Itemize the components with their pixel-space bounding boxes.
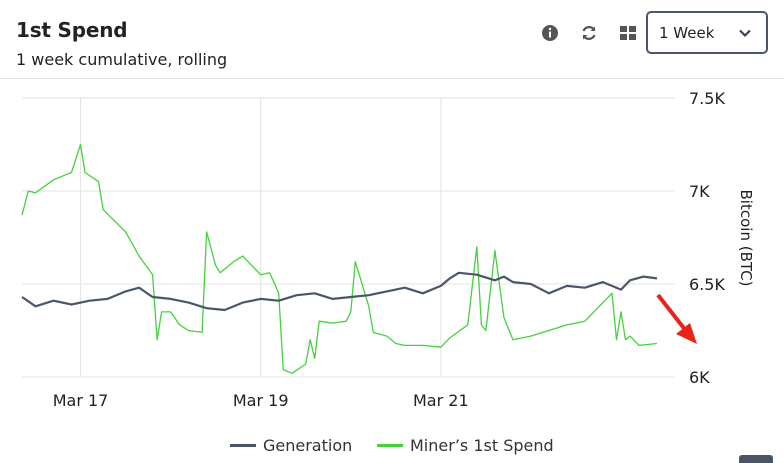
legend-swatch	[377, 444, 403, 447]
chevron-down-icon	[738, 26, 752, 44]
line-chart: 6K 6.5K 7K 7.5K Mar 17 Mar 19 Mar 21 Bitcoin (…	[21, 89, 755, 410]
info-icon[interactable]	[541, 24, 559, 42]
legend-label: Miner’s 1st Spend	[410, 436, 554, 455]
refresh-icon[interactable]	[580, 24, 598, 42]
x-tick-label: Mar 17	[53, 391, 109, 410]
chart-title: 1st Spend	[16, 18, 128, 42]
legend-item-generation[interactable]: Generation	[230, 436, 352, 455]
legend-swatch	[230, 444, 256, 447]
x-tick-label: Mar 21	[413, 391, 469, 410]
series-line-spend	[21, 143, 658, 374]
header-divider	[0, 78, 784, 79]
y-tick-label: 7K	[689, 182, 710, 201]
period-select-value: 1 Week	[659, 23, 715, 42]
y-tick-label: 7.5K	[689, 89, 725, 108]
legend-item-spend[interactable]: Miner’s 1st Spend	[377, 436, 554, 455]
scroll-handle[interactable]	[739, 455, 773, 463]
y-tick-label: 6K	[689, 368, 710, 387]
series-line-generation	[21, 271, 658, 312]
chart-subtitle: 1 week cumulative, rolling	[16, 50, 228, 69]
period-select[interactable]: 1 Week	[646, 11, 768, 54]
x-tick-label: Mar 19	[233, 391, 289, 410]
grid-icon[interactable]	[619, 24, 637, 42]
y-tick-label: 6.5K	[689, 275, 725, 294]
y-axis-label: Bitcoin (BTC)	[737, 190, 755, 287]
legend-label: Generation	[263, 436, 353, 455]
arrow-annotation	[656, 293, 697, 344]
